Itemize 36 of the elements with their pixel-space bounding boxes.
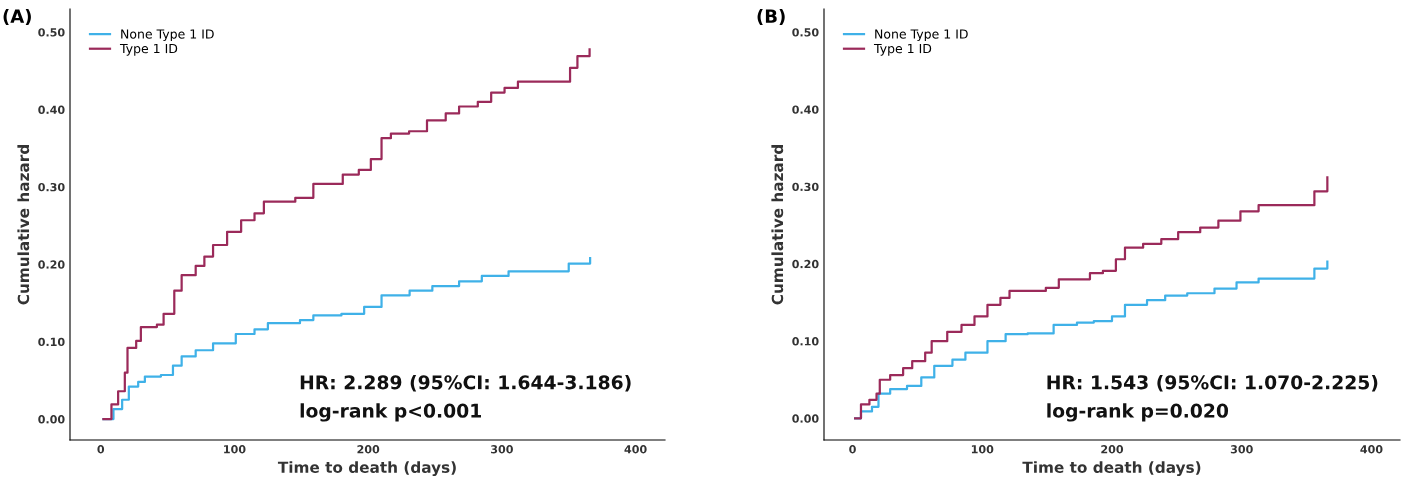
y-tick-label: 0.30 [38, 182, 65, 192]
x-tick-label: 0 [97, 445, 105, 454]
y-tick-label: 0.10 [38, 337, 65, 347]
y-tick-label: 0.40 [38, 105, 65, 114]
x-tick-label: 100 [971, 445, 994, 454]
x-tick-label: 100 [224, 445, 246, 454]
y-axis-title: Cumulative hazard [17, 145, 30, 305]
y-tick-label: 0.50 [38, 28, 65, 37]
y-axis-title: Cumulative hazard [771, 145, 784, 305]
legend-label: None Type 1 ID [875, 29, 968, 42]
x-tick-label: 400 [1360, 445, 1383, 454]
annotation: HR: 1.543 (95%CI: 1.070-2.225) [1047, 374, 1378, 392]
x-tick-label: 200 [1101, 445, 1124, 454]
x-tick-label: 300 [1230, 445, 1253, 454]
x-tick-label: 0 [849, 445, 856, 454]
y-tick-label: 0.20 [792, 259, 819, 269]
x-tick-label: 200 [357, 445, 380, 454]
annotation: log-rank p=0.020 [1047, 403, 1229, 422]
x-tick-label: 400 [624, 445, 647, 454]
annotation: HR: 2.289 (95%CI: 1.644-3.186) [300, 374, 631, 392]
chart-title: (A) [3, 9, 31, 26]
chart-title: (B) [757, 9, 785, 26]
annotation: log-rank p<0.001 [300, 403, 481, 422]
y-tick-label: 0.10 [792, 337, 819, 346]
x-axis-title: Time to death (days) [1022, 461, 1201, 477]
y-tick-label: 0.40 [792, 105, 819, 114]
y-tick-label: 0.00 [792, 414, 819, 423]
y-tick-label: 0.00 [38, 415, 65, 424]
legend-label: None Type 1 ID [121, 29, 214, 42]
y-tick-label: 0.20 [38, 260, 65, 269]
x-axis-title: Time to death (days) [277, 461, 456, 477]
x-tick-label: 300 [491, 445, 513, 454]
legend-label: Type 1 ID [873, 43, 932, 56]
legend-label: Type 1 ID [119, 43, 178, 56]
y-tick-label: 0.30 [792, 182, 819, 192]
y-tick-label: 0.50 [792, 28, 819, 37]
